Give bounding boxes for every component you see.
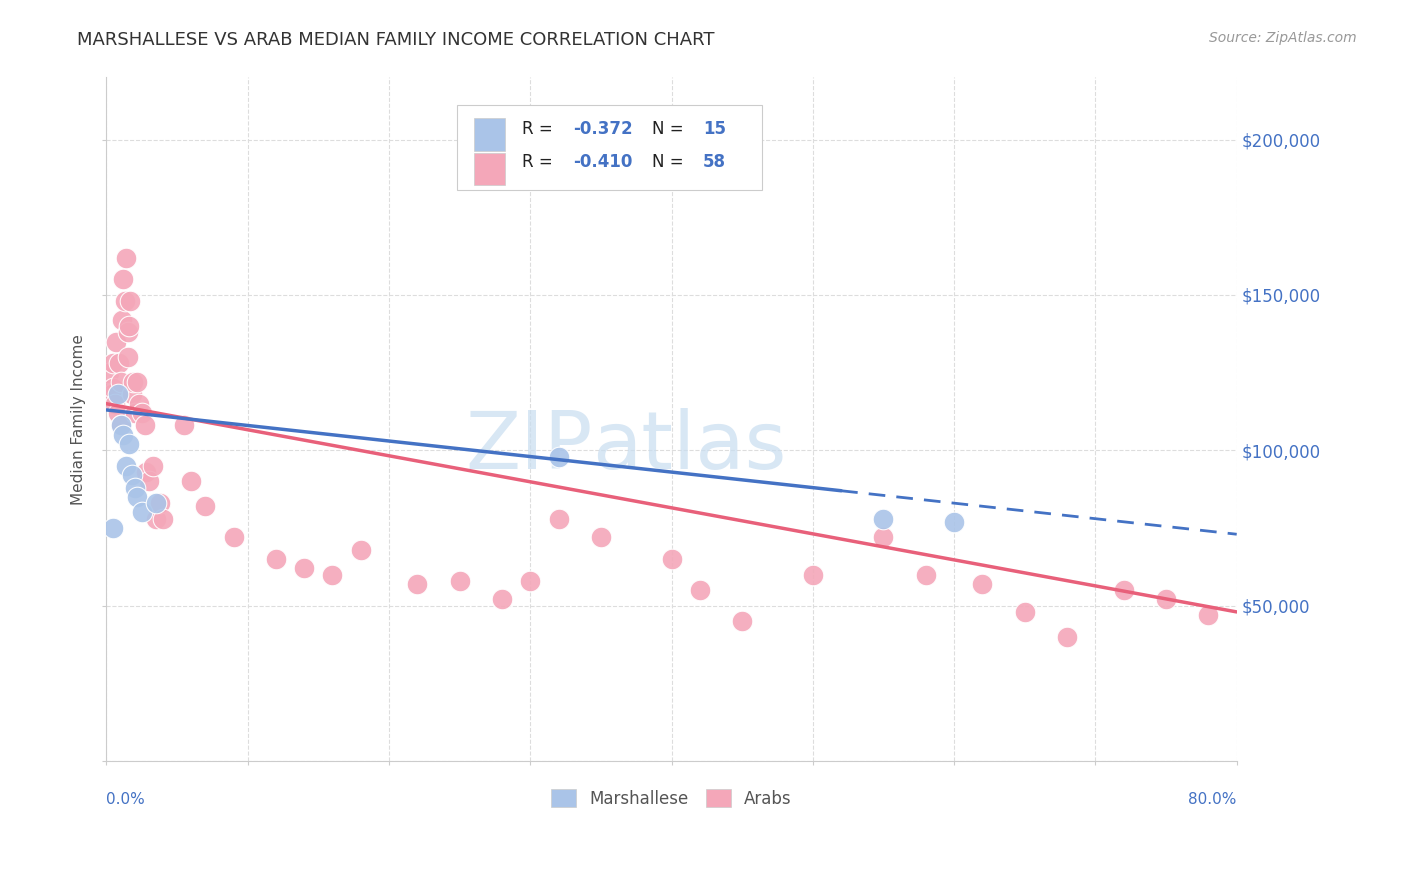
Point (110, 418, 132, 433)
Point (122, 375, 145, 389)
Point (128, 397, 150, 411)
Point (972, 577, 994, 591)
FancyBboxPatch shape (457, 104, 762, 190)
Point (145, 511, 167, 525)
Point (1154, 592, 1177, 607)
Text: atlas: atlas (592, 408, 787, 485)
Point (292, 561, 315, 575)
Point (321, 567, 343, 582)
Point (118, 437, 141, 451)
Point (1014, 605, 1036, 619)
Point (120, 294, 142, 309)
Y-axis label: Median Family Income: Median Family Income (72, 334, 86, 505)
Point (491, 592, 513, 607)
Point (117, 325, 139, 339)
Point (131, 406, 153, 420)
Point (103, 381, 125, 395)
Point (142, 458, 165, 473)
Point (101, 387, 124, 401)
Text: -0.372: -0.372 (574, 120, 633, 138)
Text: R =: R = (523, 120, 558, 138)
Point (872, 530, 894, 544)
Point (149, 496, 172, 510)
Point (731, 614, 754, 628)
Point (121, 387, 143, 401)
Point (115, 458, 138, 473)
Text: 0.0%: 0.0% (107, 791, 145, 806)
Point (112, 272, 135, 286)
Point (449, 574, 471, 588)
Point (943, 515, 966, 529)
Point (138, 475, 160, 489)
Text: N =: N = (652, 153, 689, 170)
Point (350, 542, 373, 557)
Point (124, 406, 146, 420)
Point (661, 552, 683, 566)
Text: -0.410: -0.410 (574, 153, 633, 170)
Point (872, 511, 894, 525)
Point (1112, 583, 1135, 598)
Point (801, 567, 824, 582)
Point (124, 481, 146, 495)
Point (135, 465, 157, 479)
Text: 58: 58 (703, 153, 725, 170)
Point (108, 356, 131, 370)
Point (180, 475, 202, 489)
Text: R =: R = (523, 153, 558, 170)
Point (689, 583, 711, 598)
Point (152, 511, 174, 525)
Legend: Marshallese, Arabs: Marshallese, Arabs (544, 783, 799, 814)
Point (547, 511, 569, 525)
Point (103, 521, 125, 535)
Point (1197, 607, 1219, 622)
Point (114, 294, 136, 309)
Text: 15: 15 (703, 120, 725, 138)
Point (111, 313, 134, 327)
Point (104, 397, 127, 411)
Point (194, 500, 217, 514)
Point (117, 350, 139, 364)
Point (118, 319, 141, 334)
Point (589, 530, 612, 544)
Point (103, 356, 125, 370)
Point (915, 567, 938, 582)
Point (406, 577, 429, 591)
Text: N =: N = (652, 120, 689, 138)
Text: 80.0%: 80.0% (1188, 791, 1237, 806)
Point (173, 418, 195, 433)
Point (134, 418, 156, 433)
Point (1056, 630, 1078, 644)
Text: ZIP: ZIP (465, 408, 592, 485)
Point (121, 468, 143, 483)
Point (115, 251, 138, 265)
Point (222, 530, 245, 544)
Point (112, 427, 135, 442)
Point (105, 334, 128, 349)
Point (127, 490, 149, 504)
Point (145, 496, 167, 510)
Bar (474, 119, 505, 152)
Point (107, 387, 129, 401)
Bar (474, 153, 505, 186)
Point (264, 552, 287, 566)
Point (127, 375, 149, 389)
Point (519, 574, 541, 588)
Point (110, 418, 132, 433)
Point (131, 506, 153, 520)
Text: MARSHALLESE VS ARAB MEDIAN FAMILY INCOME CORRELATION CHART: MARSHALLESE VS ARAB MEDIAN FAMILY INCOME… (77, 31, 714, 49)
Point (110, 375, 132, 389)
Point (547, 450, 569, 464)
Point (98, 366, 121, 380)
Text: Source: ZipAtlas.com: Source: ZipAtlas.com (1209, 31, 1357, 45)
Point (107, 406, 129, 420)
